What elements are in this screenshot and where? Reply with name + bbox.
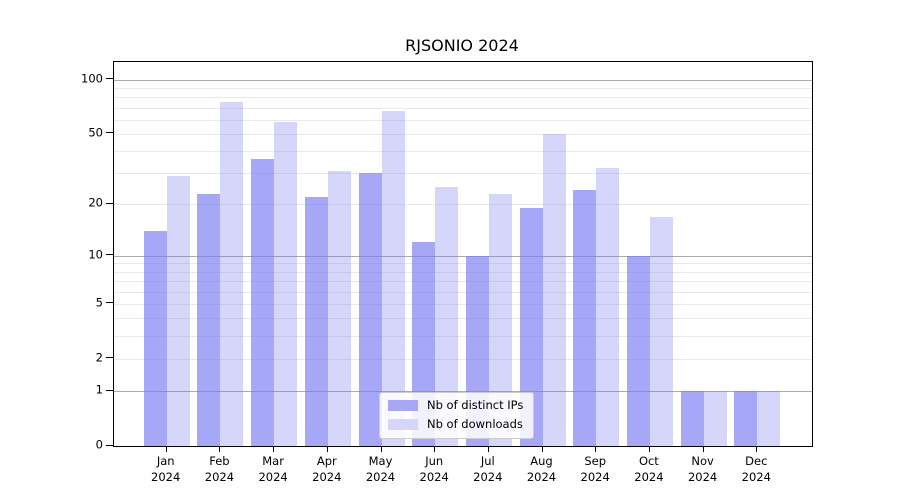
y-tick-label: 1 bbox=[95, 382, 103, 397]
y-gridline-minor bbox=[114, 151, 812, 153]
legend-swatch-downloads bbox=[388, 419, 418, 431]
x-tick-label: Sep 2024 bbox=[580, 454, 610, 484]
bar-ips bbox=[519, 208, 543, 446]
bar-downloads bbox=[703, 391, 727, 446]
y-tick-mark bbox=[106, 444, 113, 446]
x-tick-mark bbox=[326, 446, 328, 452]
legend-item-downloads: Nb of downloads bbox=[388, 416, 523, 432]
y-gridline-minor bbox=[114, 87, 812, 89]
y-tick-mark bbox=[106, 132, 113, 134]
bar-downloads bbox=[542, 133, 566, 446]
bar-ips bbox=[197, 193, 221, 446]
y-gridline-major bbox=[114, 255, 812, 257]
y-gridline-minor bbox=[114, 318, 812, 320]
x-tick-label: Feb 2024 bbox=[204, 454, 235, 484]
y-tick-mark bbox=[106, 254, 113, 256]
x-tick-mark bbox=[702, 446, 704, 452]
x-tick-label: Jan 2024 bbox=[151, 454, 181, 484]
bar-ips bbox=[680, 391, 704, 446]
bar-downloads bbox=[649, 216, 673, 446]
bar-downloads bbox=[757, 391, 781, 446]
y-gridline-minor bbox=[114, 107, 812, 109]
chart-title: RJSONIO 2024 bbox=[405, 36, 519, 55]
x-tick-mark bbox=[648, 446, 650, 452]
y-gridline-minor bbox=[114, 271, 812, 273]
y-gridline-minor bbox=[114, 263, 812, 265]
y-gridline-minor bbox=[114, 133, 812, 135]
x-tick-mark bbox=[541, 446, 543, 452]
y-gridline-minor bbox=[114, 280, 812, 282]
x-tick-mark bbox=[487, 446, 489, 452]
y-tick-mark bbox=[106, 357, 113, 359]
y-tick-label: 100 bbox=[81, 70, 103, 85]
x-tick-mark bbox=[380, 446, 382, 452]
plot-area: Nb of distinct IPs Nb of downloads bbox=[113, 61, 813, 447]
y-tick-label: 20 bbox=[88, 195, 103, 210]
x-tick-mark bbox=[273, 446, 275, 452]
bar-downloads bbox=[488, 193, 512, 446]
legend-label-downloads: Nb of downloads bbox=[427, 416, 523, 431]
x-tick-label: Dec 2024 bbox=[741, 454, 771, 484]
y-tick-label: 50 bbox=[88, 125, 103, 140]
x-tick-mark bbox=[756, 446, 758, 452]
y-gridline-major bbox=[114, 391, 812, 392]
x-tick-label: Jun 2024 bbox=[419, 454, 449, 484]
bar-ips bbox=[573, 190, 597, 446]
y-tick-label: 5 bbox=[95, 294, 103, 309]
bar-downloads bbox=[381, 111, 405, 446]
y-gridline-minor bbox=[114, 173, 812, 175]
legend: Nb of distinct IPs Nb of downloads bbox=[379, 392, 535, 439]
y-tick-label: 0 bbox=[95, 437, 103, 452]
bar-ips bbox=[358, 173, 382, 446]
y-gridline-minor bbox=[114, 97, 812, 99]
legend-swatch-distinct-ips bbox=[388, 400, 418, 412]
x-tick-mark bbox=[219, 446, 221, 452]
x-tick-label: Oct 2024 bbox=[634, 454, 664, 484]
y-tick-label: 2 bbox=[95, 350, 103, 365]
x-tick-mark bbox=[165, 446, 167, 452]
y-gridline-minor bbox=[114, 119, 812, 121]
bar-ips bbox=[304, 197, 328, 446]
x-tick-mark bbox=[595, 446, 597, 452]
legend-label-distinct-ips: Nb of distinct IPs bbox=[427, 398, 524, 412]
y-gridline-major bbox=[114, 79, 812, 81]
y-gridline-minor bbox=[114, 358, 812, 360]
bar-ips bbox=[143, 231, 167, 446]
x-tick-label: Nov 2024 bbox=[687, 454, 718, 484]
x-tick-label: Mar 2024 bbox=[258, 454, 288, 484]
bar-downloads bbox=[327, 170, 351, 446]
y-tick-mark bbox=[106, 389, 113, 391]
y-tick-mark bbox=[106, 302, 113, 304]
x-tick-label: Jul 2024 bbox=[473, 454, 503, 484]
bar-downloads bbox=[166, 175, 190, 446]
bar-downloads bbox=[220, 102, 244, 446]
y-tick-label: 10 bbox=[88, 246, 103, 261]
bar-ips bbox=[251, 159, 275, 446]
bar-ips bbox=[734, 391, 758, 446]
bar-downloads bbox=[274, 122, 298, 446]
bar-downloads bbox=[596, 168, 620, 446]
y-gridline-minor bbox=[114, 204, 812, 206]
x-tick-label: Apr 2024 bbox=[312, 454, 342, 484]
bar-ips bbox=[626, 255, 650, 446]
x-tick-label: Aug 2024 bbox=[526, 454, 557, 484]
x-tick-label: May 2024 bbox=[365, 454, 396, 484]
y-gridline-minor bbox=[114, 291, 812, 293]
legend-item-distinct-ips: Nb of distinct IPs bbox=[388, 398, 524, 413]
y-gridline-minor bbox=[114, 303, 812, 305]
y-gridline-minor bbox=[114, 335, 812, 337]
x-tick-mark bbox=[434, 446, 436, 452]
bar-downloads bbox=[435, 187, 459, 446]
y-tick-mark bbox=[106, 202, 113, 204]
y-tick-mark bbox=[106, 78, 113, 80]
